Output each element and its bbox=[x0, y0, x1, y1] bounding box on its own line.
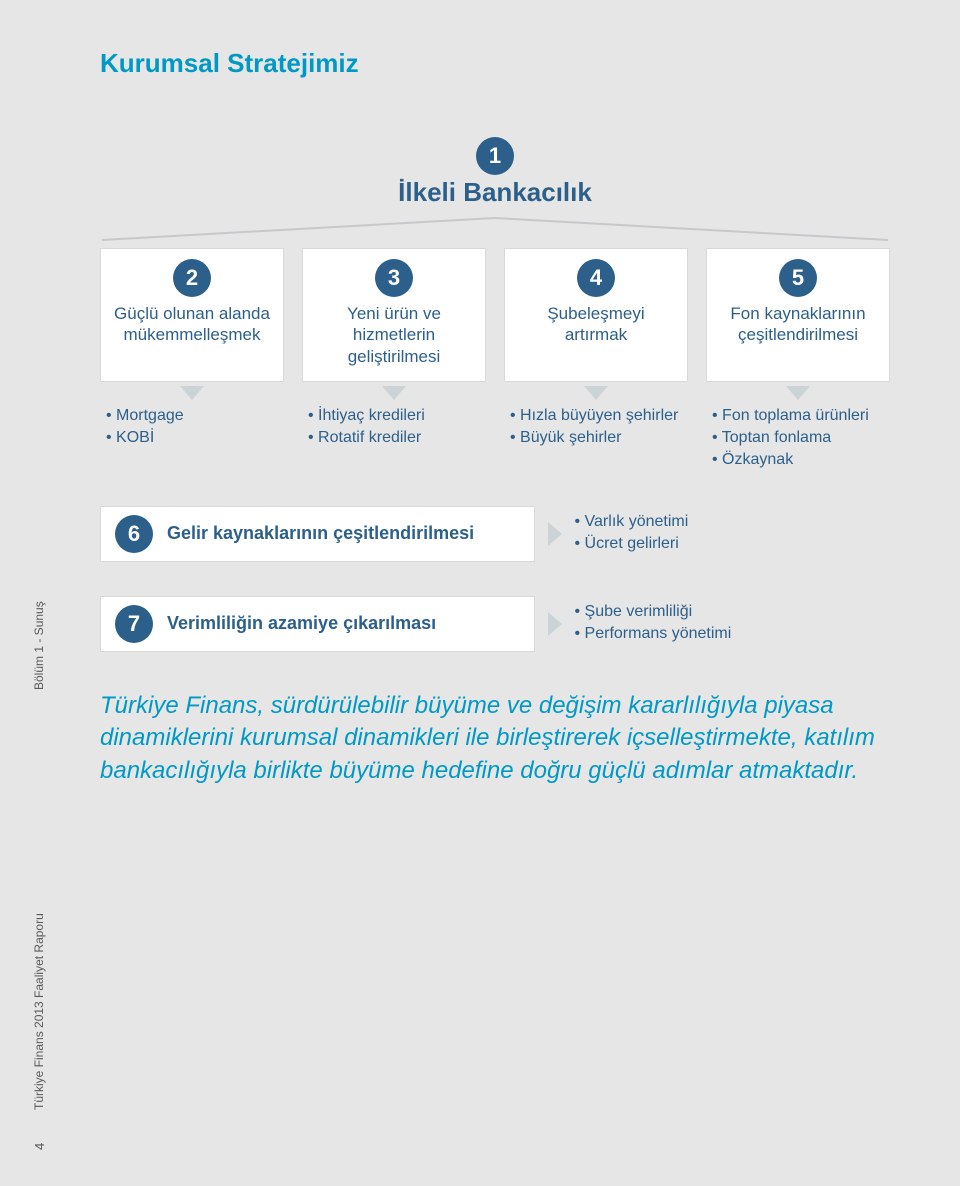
col-4-label: Şubeleşmeyi artırmak bbox=[517, 303, 675, 346]
badge-5: 5 bbox=[779, 259, 817, 297]
badge-4: 4 bbox=[577, 259, 615, 297]
strip-6: 6 Gelir kaynaklarının çeşitlendirilmesi bbox=[100, 506, 535, 562]
strategy-diagram: 1 İlkeli Bankacılık 2 Güçlü olunan aland… bbox=[100, 137, 890, 787]
bullet: Ücret gelirleri bbox=[575, 534, 891, 554]
top-heading: İlkeli Bankacılık bbox=[325, 177, 665, 208]
bullet: Toptan fonlama bbox=[712, 428, 890, 448]
bullet: Mortgage bbox=[106, 406, 284, 426]
bullet: Büyük şehirler bbox=[510, 428, 688, 448]
chevron-down-icon bbox=[786, 386, 810, 400]
badge-1: 1 bbox=[476, 137, 514, 175]
col-3-bullets: İhtiyaç kredileri Rotatif krediler bbox=[302, 406, 486, 472]
col-2: 2 Güçlü olunan alanda mükemmelleşmek bbox=[100, 248, 284, 382]
side-section-label: Bölüm 1 - Sunuş bbox=[32, 601, 46, 690]
bullet: Performans yönetimi bbox=[575, 624, 891, 644]
strip-7-bullets: Şube verimliliği Performans yönetimi bbox=[575, 596, 891, 646]
badge-2: 2 bbox=[173, 259, 211, 297]
strip-7-label: Verimliliğin azamiye çıkarılması bbox=[167, 613, 436, 634]
chevron-down-icon bbox=[180, 386, 204, 400]
chevron-right-icon bbox=[548, 612, 562, 636]
chevron-down-icon bbox=[382, 386, 406, 400]
strip-6-label: Gelir kaynaklarının çeşitlendirilmesi bbox=[167, 523, 474, 544]
col-4-bullets: Hızla büyüyen şehirler Büyük şehirler bbox=[504, 406, 688, 472]
summary-paragraph: Türkiye Finans, sürdürülebilir büyüme ve… bbox=[100, 690, 890, 787]
col-5-bullets: Fon toplama ürünleri Toptan fonlama Özka… bbox=[706, 406, 890, 472]
col-5: 5 Fon kaynaklarının çeşitlendirilmesi bbox=[706, 248, 890, 382]
bullet: Varlık yönetimi bbox=[575, 512, 891, 532]
page-title: Kurumsal Stratejimiz bbox=[100, 48, 890, 79]
bullet: Rotatif krediler bbox=[308, 428, 486, 448]
bullet: Hızla büyüyen şehirler bbox=[510, 406, 688, 426]
chevron-right-icon bbox=[548, 522, 562, 546]
bullet: Özkaynak bbox=[712, 450, 890, 470]
col-2-label: Güçlü olunan alanda mükemmelleşmek bbox=[113, 303, 271, 346]
bullet: Fon toplama ürünleri bbox=[712, 406, 890, 426]
col-5-label: Fon kaynaklarının çeşitlendirilmesi bbox=[719, 303, 877, 346]
arrows-row bbox=[100, 386, 890, 400]
roof-lines bbox=[100, 216, 890, 242]
badge-7: 7 bbox=[115, 605, 153, 643]
chevron-down-icon bbox=[584, 386, 608, 400]
strip-7: 7 Verimliliğin azamiye çıkarılması bbox=[100, 596, 535, 652]
col-3-label: Yeni ürün ve hizmetlerin geliştirilmesi bbox=[315, 303, 473, 367]
side-report-label: Türkiye Finans 2013 Faaliyet Raporu bbox=[32, 913, 46, 1110]
page-number: 4 bbox=[32, 1143, 47, 1150]
badge-6: 6 bbox=[115, 515, 153, 553]
bullet: KOBİ bbox=[106, 428, 284, 448]
bullet: Şube verimliliği bbox=[575, 602, 891, 622]
col-4: 4 Şubeleşmeyi artırmak bbox=[504, 248, 688, 382]
bullet: İhtiyaç kredileri bbox=[308, 406, 486, 426]
strip-6-bullets: Varlık yönetimi Ücret gelirleri bbox=[575, 506, 891, 556]
col-2-bullets: Mortgage KOBİ bbox=[100, 406, 284, 472]
badge-3: 3 bbox=[375, 259, 413, 297]
col-3: 3 Yeni ürün ve hizmetlerin geliştirilmes… bbox=[302, 248, 486, 382]
